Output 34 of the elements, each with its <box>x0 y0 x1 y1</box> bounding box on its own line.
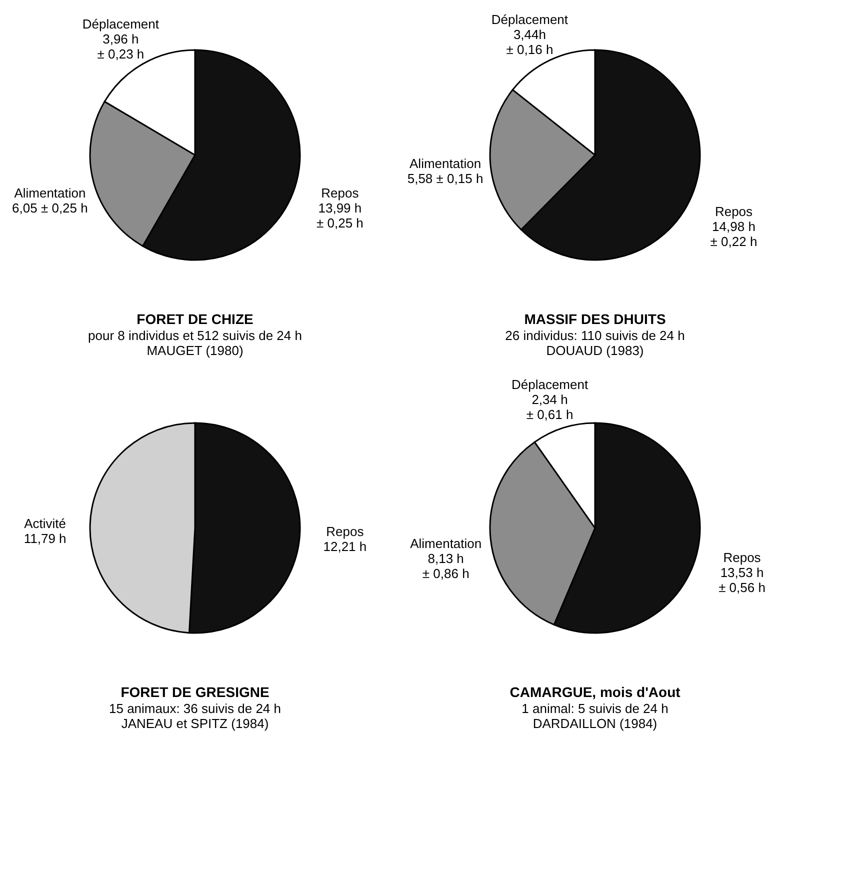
text: 26 individus: 110 suivis de 24 h <box>505 328 685 343</box>
data-label: 14,98 h ± 0,22 h <box>710 219 758 250</box>
slice-label: Repos <box>714 204 754 220</box>
slice-label: Déplacement <box>491 12 568 27</box>
slice-label: Repos <box>321 186 360 201</box>
slice-label: Alimentation <box>14 185 86 200</box>
slice-label: Alimentation <box>410 536 482 551</box>
data-label: 11,79 h <box>24 530 66 546</box>
text: JANEAU et SPITZ (1984) <box>121 716 269 731</box>
slice-label: Déplacement <box>82 16 160 32</box>
data-label: 13,99 h ± 0,25 h <box>316 200 364 231</box>
data-label: 3,96 h ± 0,23 h <box>97 32 144 62</box>
data-label: 3,44h ± 0,16 h <box>506 26 554 57</box>
text: 15 animaux: 36 suivis de 24 h <box>109 701 281 716</box>
slice-label: Activité <box>24 516 66 531</box>
text: FORET DE CHIZE <box>136 311 254 327</box>
text: DOUAUD (1983) <box>546 343 644 358</box>
text: MASSIF DES DHUITS <box>524 311 666 327</box>
data-label: 8,13 h ± 0,86 h <box>422 550 470 581</box>
data-label: 6,05 ± 0,25 h <box>12 200 88 216</box>
data-label: 12,21 h <box>323 539 367 554</box>
slice-label: Repos <box>326 524 364 540</box>
slice-label: Déplacement <box>511 376 588 392</box>
data-label: 5,58 ± 0,15 h <box>407 171 484 186</box>
slice-label: Alimentation <box>410 156 482 172</box>
text: pour 8 individus et 512 suivis de 24 h <box>88 328 302 343</box>
data-label: 13,53 h ± 0,56 h <box>718 564 766 595</box>
text: MAUGET (1980) <box>146 343 244 358</box>
text: DARDAILLON (1984) <box>532 716 658 731</box>
slice-label: Repos <box>723 550 762 565</box>
text: 1 animal: 5 suivis de 24 h <box>522 701 668 716</box>
text: CAMARGUE, mois d'Aout <box>510 684 681 700</box>
text: FORET DE GRESIGNE <box>120 684 270 700</box>
data-label: 2,34 h ± 0,61 h <box>526 392 574 422</box>
